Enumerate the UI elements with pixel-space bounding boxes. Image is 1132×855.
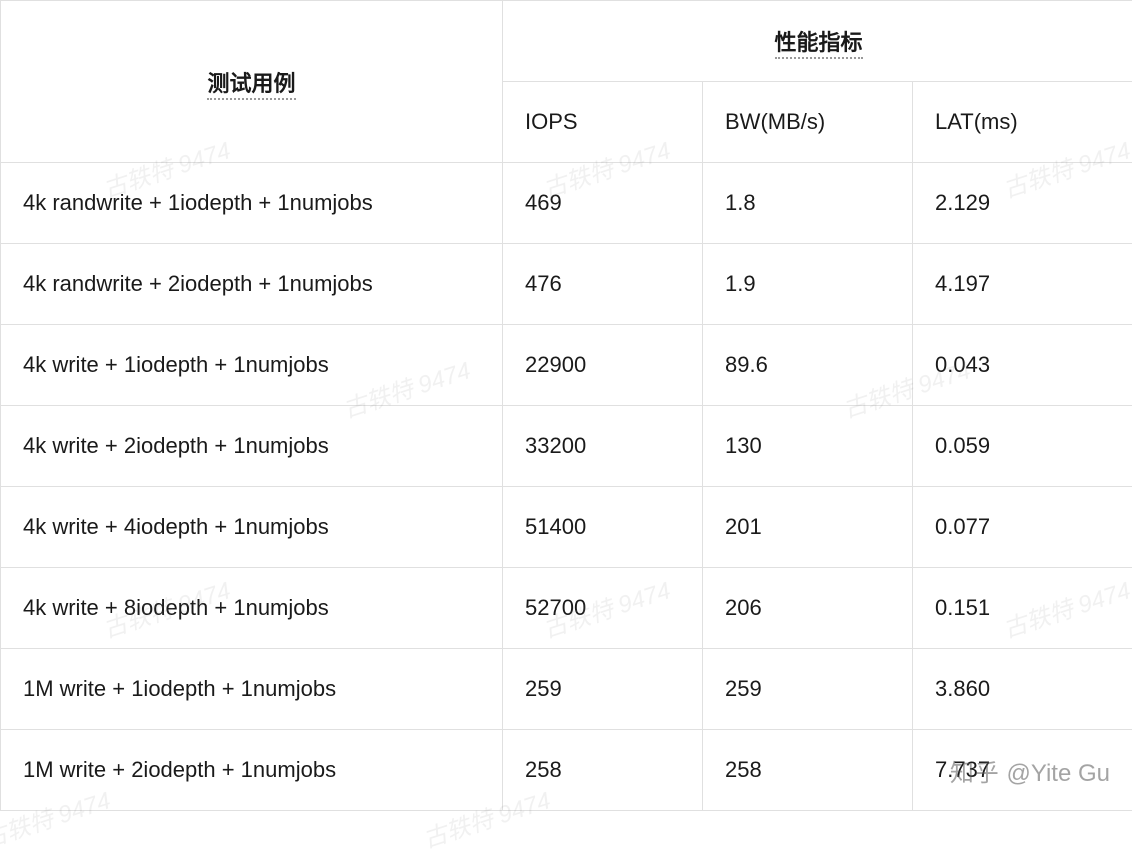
table-row: 1M write + 1iodepth + 1numjobs 259 259 3…	[1, 649, 1132, 730]
table-row: 4k randwrite + 1iodepth + 1numjobs 469 1…	[1, 163, 1132, 244]
table-body: 4k randwrite + 1iodepth + 1numjobs 469 1…	[1, 163, 1132, 811]
cell-iops: 51400	[503, 487, 703, 568]
header-lat: LAT(ms)	[913, 82, 1132, 163]
table-row: 4k write + 1iodepth + 1numjobs 22900 89.…	[1, 325, 1132, 406]
cell-iops: 259	[503, 649, 703, 730]
header-metrics-group-label: 性能指标	[775, 30, 863, 59]
cell-test: 4k randwrite + 2iodepth + 1numjobs	[1, 244, 503, 325]
table-row: 4k write + 8iodepth + 1numjobs 52700 206…	[1, 568, 1132, 649]
cell-test: 4k write + 2iodepth + 1numjobs	[1, 406, 503, 487]
cell-iops: 33200	[503, 406, 703, 487]
cell-lat: 3.860	[913, 649, 1132, 730]
header-test-case-label: 测试用例	[207, 71, 295, 100]
cell-test: 1M write + 1iodepth + 1numjobs	[1, 649, 503, 730]
header-test-case: 测试用例	[1, 1, 503, 163]
benchmark-table: 测试用例 性能指标 IOPS BW(MB/s) LAT(ms) 4k randw…	[0, 0, 1132, 811]
cell-bw: 201	[703, 487, 913, 568]
cell-test: 4k write + 1iodepth + 1numjobs	[1, 325, 503, 406]
cell-iops: 476	[503, 244, 703, 325]
cell-test: 4k randwrite + 1iodepth + 1numjobs	[1, 163, 503, 244]
cell-lat: 0.043	[913, 325, 1132, 406]
table-row: 4k write + 4iodepth + 1numjobs 51400 201…	[1, 487, 1132, 568]
cell-bw: 259	[703, 649, 913, 730]
cell-lat: 0.059	[913, 406, 1132, 487]
cell-bw: 206	[703, 568, 913, 649]
header-bw: BW(MB/s)	[703, 82, 913, 163]
table-row: 4k write + 2iodepth + 1numjobs 33200 130…	[1, 406, 1132, 487]
cell-lat: 7.737	[913, 730, 1132, 811]
cell-bw: 130	[703, 406, 913, 487]
table-row: 4k randwrite + 2iodepth + 1numjobs 476 1…	[1, 244, 1132, 325]
cell-test: 4k write + 8iodepth + 1numjobs	[1, 568, 503, 649]
cell-iops: 258	[503, 730, 703, 811]
cell-iops: 469	[503, 163, 703, 244]
cell-bw: 258	[703, 730, 913, 811]
cell-iops: 52700	[503, 568, 703, 649]
cell-lat: 4.197	[913, 244, 1132, 325]
header-metrics-group: 性能指标	[503, 1, 1132, 82]
cell-test: 4k write + 4iodepth + 1numjobs	[1, 487, 503, 568]
cell-lat: 0.077	[913, 487, 1132, 568]
cell-lat: 2.129	[913, 163, 1132, 244]
table-row: 1M write + 2iodepth + 1numjobs 258 258 7…	[1, 730, 1132, 811]
cell-lat: 0.151	[913, 568, 1132, 649]
cell-bw: 89.6	[703, 325, 913, 406]
header-iops: IOPS	[503, 82, 703, 163]
cell-test: 1M write + 2iodepth + 1numjobs	[1, 730, 503, 811]
cell-iops: 22900	[503, 325, 703, 406]
cell-bw: 1.8	[703, 163, 913, 244]
cell-bw: 1.9	[703, 244, 913, 325]
